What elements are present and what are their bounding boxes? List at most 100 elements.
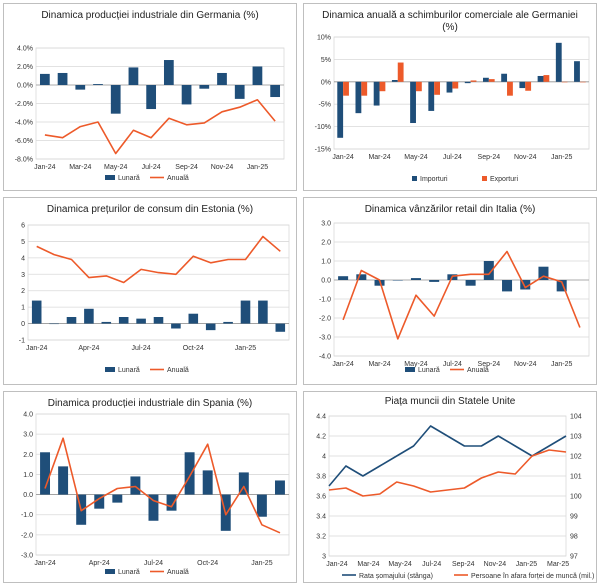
bar-lunara (223, 321, 233, 324)
x-tick-label: Mar-24 (69, 164, 91, 171)
bar-lunara (130, 476, 141, 495)
bar-importuri (410, 81, 416, 124)
bar-lunara (410, 278, 421, 280)
bar-exporturi (343, 81, 349, 96)
legend-label: Anuală (167, 367, 189, 374)
bar-lunara (31, 300, 42, 324)
plot-area (333, 222, 590, 357)
y2-tick-label: 97 (570, 554, 578, 561)
x-tick-label: Mar-24 (368, 154, 390, 161)
bar-exporturi (543, 75, 550, 82)
y2-tick-label: 104 (570, 414, 582, 421)
plot-area (27, 224, 290, 341)
y-tick-label: 1.0 (23, 472, 33, 479)
y-tick-label: 2.0 (23, 452, 33, 459)
bar-lunara (148, 494, 159, 521)
bar-lunara (184, 452, 195, 495)
bar-lunara (57, 72, 68, 85)
x-tick-label: Oct-24 (183, 345, 204, 352)
x-tick-label: Jan-25 (551, 154, 573, 161)
bar-importuri (574, 61, 580, 82)
bar-exporturi (579, 81, 586, 83)
bar-importuri (428, 81, 435, 111)
x-tick-label: Jul-24 (132, 345, 151, 352)
line-series-2 (342, 250, 581, 340)
bar-lunara (256, 494, 267, 517)
y-tick-label: 4.4 (316, 414, 326, 421)
chart-svg: Dinamica anuală a schimburilor comercial… (315, 10, 590, 183)
chart-svg: Piața muncii din Statele Unite 4.4 4.2 4 3.8… (316, 396, 594, 580)
y-tick-label: -4.0% (15, 120, 33, 127)
y-tick-label: 0.0% (17, 83, 33, 90)
bar-lunara (166, 494, 177, 511)
y-tick-label: 3 (322, 554, 326, 561)
legend-label: Anuală (167, 569, 189, 576)
y2-tick-label: 101 (570, 474, 582, 481)
legend-label: Lunară (118, 367, 140, 374)
bar-lunara (110, 85, 121, 114)
legend-label: Anuală (467, 367, 489, 374)
y-tick-label: 4.0 (23, 412, 33, 419)
y-tick-label: 3 (21, 272, 25, 279)
x-tick-label: Jul-24 (422, 561, 441, 568)
bar-importuri (373, 81, 380, 106)
x-tick-label: May-24 (104, 164, 127, 171)
bar-lunara (94, 494, 105, 509)
bar-lunara (112, 494, 123, 503)
legend-label: Rata șomajului (stânga) (359, 573, 433, 580)
bar-importuri (355, 81, 362, 114)
x-tick-label: May-24 (404, 361, 427, 368)
y-tick-label: -3.0 (21, 553, 33, 560)
legend-swatch-lunara (405, 367, 415, 372)
x-tick-label: Sep-24 (452, 561, 475, 568)
x-tick-label: Apr-24 (89, 560, 110, 567)
y-tick-label: 3.4 (316, 514, 326, 521)
y-tick-label: 2.0 (321, 240, 331, 247)
bar-exporturi (507, 81, 513, 96)
bar-lunara (338, 276, 349, 280)
bar-lunara (483, 261, 494, 280)
y-tick-label: 2 (21, 288, 25, 295)
y-tick-label: 3.0 (23, 432, 33, 439)
bar-lunara (252, 66, 263, 85)
y-tick-label: 2.0% (17, 64, 33, 71)
bar-importuri (337, 81, 344, 138)
chart-svg: Dinamica vânzărilor retail din Italia (%… (319, 204, 590, 374)
y-tick-label: -1.0 (319, 297, 331, 304)
bar-lunara (356, 274, 367, 280)
bar-lunara (234, 85, 245, 99)
line-series-2 (36, 235, 281, 284)
bar-lunara (136, 318, 146, 324)
x-tick-label: Jul-24 (443, 154, 462, 161)
plot-area (328, 415, 567, 557)
plot-area (333, 36, 590, 150)
bar-importuri (555, 42, 562, 82)
x-tick-label: Nov-24 (514, 361, 537, 368)
line-series-2 (44, 99, 276, 155)
bar-lunara (49, 323, 59, 325)
x-tick-label: Jan-25 (235, 345, 257, 352)
x-tick-label: May-24 (404, 154, 427, 161)
y-tick-label: 3.2 (316, 534, 326, 541)
x-tick-label: May-24 (388, 561, 411, 568)
y-tick-label: 3.6 (316, 494, 326, 501)
bar-lunara (270, 85, 281, 98)
legend-swatch-lunara (105, 569, 115, 574)
y2-tick-label: 98 (570, 534, 578, 541)
bar-lunara (240, 300, 251, 324)
y2-tick-label: 100 (570, 494, 582, 501)
chart-title: Piața muncii din Statele Unite (385, 396, 516, 407)
bar-exporturi (452, 81, 459, 89)
bar-exporturi (470, 80, 477, 82)
y-tick-label: 0.0 (23, 492, 33, 499)
y-tick-label: 4.2 (316, 434, 326, 441)
legend-swatch-importuri (412, 176, 417, 181)
bar-importuri (501, 73, 508, 82)
bar-importuri (537, 75, 544, 82)
y-tick-label: 0% (321, 79, 331, 86)
x-tick-label: Nov-24 (514, 154, 537, 161)
x-tick-label: Jan-24 (34, 560, 56, 567)
bar-importuri (446, 81, 453, 93)
y-tick-label: 4.0% (17, 46, 33, 53)
bar-lunara (538, 266, 549, 280)
